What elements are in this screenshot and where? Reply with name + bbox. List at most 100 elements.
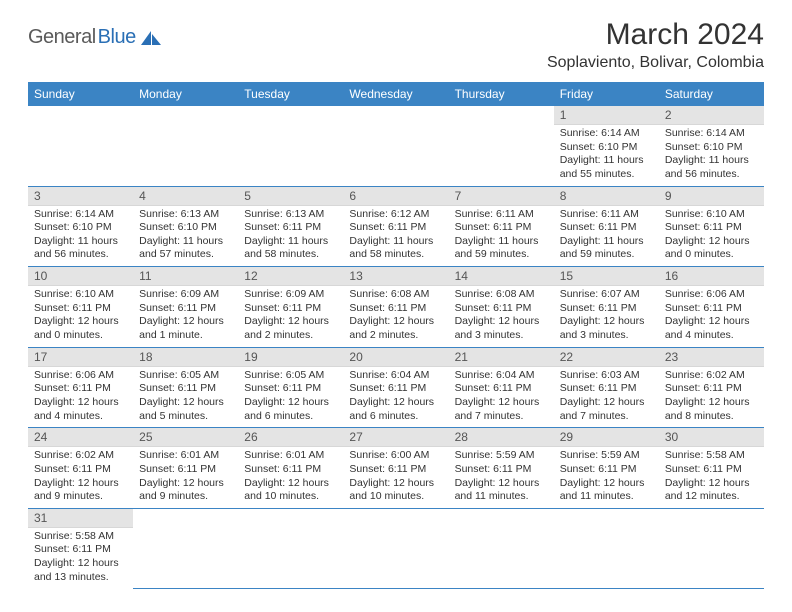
calendar-cell: 20Sunrise: 6:04 AMSunset: 6:11 PMDayligh… [343, 347, 448, 428]
calendar-cell [659, 508, 764, 588]
day-number: 17 [28, 348, 133, 367]
day-details: Sunrise: 6:07 AMSunset: 6:11 PMDaylight:… [554, 286, 659, 347]
day-details: Sunrise: 6:05 AMSunset: 6:11 PMDaylight:… [133, 367, 238, 428]
day-number: 19 [238, 348, 343, 367]
calendar-cell: 5Sunrise: 6:13 AMSunset: 6:11 PMDaylight… [238, 186, 343, 267]
day-number: 22 [554, 348, 659, 367]
day-number: 27 [343, 428, 448, 447]
day-number: 23 [659, 348, 764, 367]
calendar-cell [133, 106, 238, 186]
day-details: Sunrise: 6:06 AMSunset: 6:11 PMDaylight:… [659, 286, 764, 347]
weekday-header: Thursday [449, 82, 554, 106]
weekday-header: Wednesday [343, 82, 448, 106]
calendar-page: GeneralBlue March 2024 Soplaviento, Boli… [0, 0, 792, 607]
calendar-cell: 30Sunrise: 5:58 AMSunset: 6:11 PMDayligh… [659, 428, 764, 509]
day-details: Sunrise: 6:10 AMSunset: 6:11 PMDaylight:… [659, 206, 764, 267]
calendar-cell: 27Sunrise: 6:00 AMSunset: 6:11 PMDayligh… [343, 428, 448, 509]
day-number: 16 [659, 267, 764, 286]
weekday-header: Sunday [28, 82, 133, 106]
calendar-cell: 25Sunrise: 6:01 AMSunset: 6:11 PMDayligh… [133, 428, 238, 509]
day-details: Sunrise: 6:14 AMSunset: 6:10 PMDaylight:… [28, 206, 133, 267]
day-number: 7 [449, 187, 554, 206]
day-number: 15 [554, 267, 659, 286]
calendar-cell [133, 508, 238, 588]
day-number: 25 [133, 428, 238, 447]
day-number: 5 [238, 187, 343, 206]
calendar-cell: 11Sunrise: 6:09 AMSunset: 6:11 PMDayligh… [133, 267, 238, 348]
title-block: March 2024 Soplaviento, Bolivar, Colombi… [547, 18, 764, 72]
weekday-header: Monday [133, 82, 238, 106]
day-number: 30 [659, 428, 764, 447]
day-number: 18 [133, 348, 238, 367]
day-number: 20 [343, 348, 448, 367]
month-title: March 2024 [547, 18, 764, 52]
calendar-cell: 6Sunrise: 6:12 AMSunset: 6:11 PMDaylight… [343, 186, 448, 267]
day-details: Sunrise: 6:09 AMSunset: 6:11 PMDaylight:… [133, 286, 238, 347]
logo-text-blue: Blue [98, 26, 136, 49]
calendar-cell: 21Sunrise: 6:04 AMSunset: 6:11 PMDayligh… [449, 347, 554, 428]
calendar-cell: 16Sunrise: 6:06 AMSunset: 6:11 PMDayligh… [659, 267, 764, 348]
day-details: Sunrise: 6:08 AMSunset: 6:11 PMDaylight:… [449, 286, 554, 347]
day-details: Sunrise: 6:04 AMSunset: 6:11 PMDaylight:… [449, 367, 554, 428]
day-number: 29 [554, 428, 659, 447]
day-details: Sunrise: 6:13 AMSunset: 6:11 PMDaylight:… [238, 206, 343, 267]
day-details: Sunrise: 6:01 AMSunset: 6:11 PMDaylight:… [238, 447, 343, 508]
calendar-cell: 19Sunrise: 6:05 AMSunset: 6:11 PMDayligh… [238, 347, 343, 428]
calendar-cell: 31Sunrise: 5:58 AMSunset: 6:11 PMDayligh… [28, 508, 133, 588]
calendar-cell: 9Sunrise: 6:10 AMSunset: 6:11 PMDaylight… [659, 186, 764, 267]
calendar-cell: 3Sunrise: 6:14 AMSunset: 6:10 PMDaylight… [28, 186, 133, 267]
day-number: 26 [238, 428, 343, 447]
location-label: Soplaviento, Bolivar, Colombia [547, 54, 764, 72]
day-details: Sunrise: 6:02 AMSunset: 6:11 PMDaylight:… [28, 447, 133, 508]
day-number: 10 [28, 267, 133, 286]
day-number: 8 [554, 187, 659, 206]
calendar-cell: 14Sunrise: 6:08 AMSunset: 6:11 PMDayligh… [449, 267, 554, 348]
calendar-cell: 26Sunrise: 6:01 AMSunset: 6:11 PMDayligh… [238, 428, 343, 509]
day-details: Sunrise: 5:58 AMSunset: 6:11 PMDaylight:… [28, 528, 133, 589]
day-number: 31 [28, 509, 133, 528]
day-details: Sunrise: 6:11 AMSunset: 6:11 PMDaylight:… [554, 206, 659, 267]
calendar-cell: 15Sunrise: 6:07 AMSunset: 6:11 PMDayligh… [554, 267, 659, 348]
day-number: 3 [28, 187, 133, 206]
calendar-table: SundayMondayTuesdayWednesdayThursdayFrid… [28, 82, 764, 589]
day-details: Sunrise: 6:03 AMSunset: 6:11 PMDaylight:… [554, 367, 659, 428]
calendar-header-row: SundayMondayTuesdayWednesdayThursdayFrid… [28, 82, 764, 106]
day-details: Sunrise: 6:05 AMSunset: 6:11 PMDaylight:… [238, 367, 343, 428]
calendar-cell [238, 508, 343, 588]
weekday-header: Tuesday [238, 82, 343, 106]
day-number: 28 [449, 428, 554, 447]
calendar-cell [343, 106, 448, 186]
day-details: Sunrise: 6:08 AMSunset: 6:11 PMDaylight:… [343, 286, 448, 347]
day-details: Sunrise: 6:06 AMSunset: 6:11 PMDaylight:… [28, 367, 133, 428]
calendar-cell: 7Sunrise: 6:11 AMSunset: 6:11 PMDaylight… [449, 186, 554, 267]
logo-text-general: General [28, 26, 96, 49]
logo: GeneralBlue [28, 26, 162, 49]
page-header: GeneralBlue March 2024 Soplaviento, Boli… [28, 18, 764, 72]
day-details: Sunrise: 6:14 AMSunset: 6:10 PMDaylight:… [554, 125, 659, 186]
day-number: 6 [343, 187, 448, 206]
day-number: 2 [659, 106, 764, 125]
calendar-cell: 24Sunrise: 6:02 AMSunset: 6:11 PMDayligh… [28, 428, 133, 509]
calendar-cell: 29Sunrise: 5:59 AMSunset: 6:11 PMDayligh… [554, 428, 659, 509]
sail-icon [140, 30, 162, 46]
day-details: Sunrise: 6:13 AMSunset: 6:10 PMDaylight:… [133, 206, 238, 267]
day-details: Sunrise: 6:09 AMSunset: 6:11 PMDaylight:… [238, 286, 343, 347]
calendar-cell: 13Sunrise: 6:08 AMSunset: 6:11 PMDayligh… [343, 267, 448, 348]
day-number: 24 [28, 428, 133, 447]
day-details: Sunrise: 6:10 AMSunset: 6:11 PMDaylight:… [28, 286, 133, 347]
calendar-body: 1Sunrise: 6:14 AMSunset: 6:10 PMDaylight… [28, 106, 764, 588]
calendar-cell: 17Sunrise: 6:06 AMSunset: 6:11 PMDayligh… [28, 347, 133, 428]
calendar-cell [238, 106, 343, 186]
day-number: 4 [133, 187, 238, 206]
day-details: Sunrise: 5:59 AMSunset: 6:11 PMDaylight:… [554, 447, 659, 508]
weekday-header: Saturday [659, 82, 764, 106]
calendar-cell: 18Sunrise: 6:05 AMSunset: 6:11 PMDayligh… [133, 347, 238, 428]
calendar-cell: 10Sunrise: 6:10 AMSunset: 6:11 PMDayligh… [28, 267, 133, 348]
day-number: 14 [449, 267, 554, 286]
calendar-cell: 1Sunrise: 6:14 AMSunset: 6:10 PMDaylight… [554, 106, 659, 186]
day-details: Sunrise: 6:12 AMSunset: 6:11 PMDaylight:… [343, 206, 448, 267]
day-number: 9 [659, 187, 764, 206]
day-number: 21 [449, 348, 554, 367]
day-details: Sunrise: 5:58 AMSunset: 6:11 PMDaylight:… [659, 447, 764, 508]
day-details: Sunrise: 6:00 AMSunset: 6:11 PMDaylight:… [343, 447, 448, 508]
